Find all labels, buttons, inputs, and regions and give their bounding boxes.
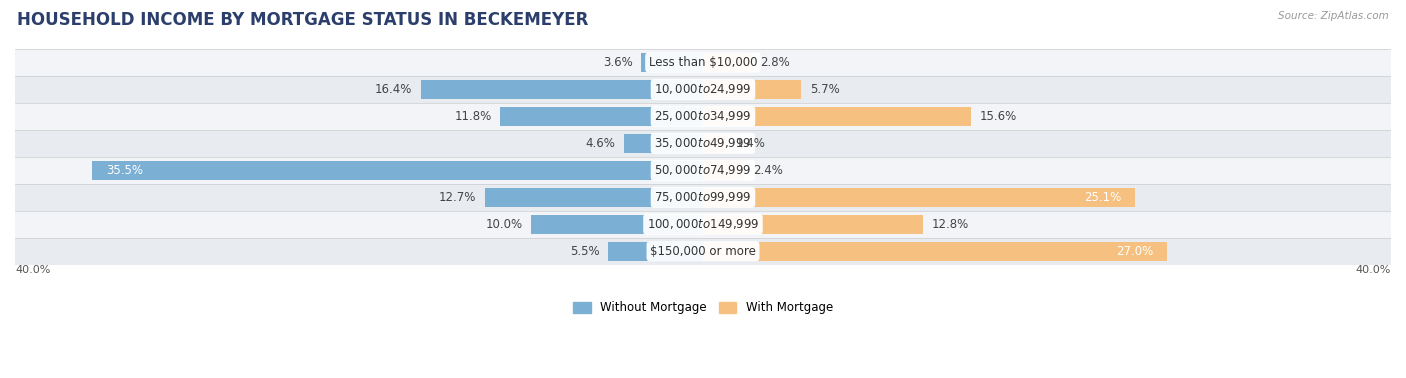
Bar xyxy=(703,80,801,99)
Text: 5.7%: 5.7% xyxy=(810,83,839,96)
Text: 40.0%: 40.0% xyxy=(15,265,51,275)
Text: 16.4%: 16.4% xyxy=(375,83,412,96)
Bar xyxy=(15,49,1391,76)
Text: 1.4%: 1.4% xyxy=(735,137,765,150)
Text: 10.0%: 10.0% xyxy=(485,218,523,231)
Text: 40.0%: 40.0% xyxy=(1355,265,1391,275)
Bar xyxy=(703,187,1135,207)
Text: 4.6%: 4.6% xyxy=(585,137,616,150)
Bar xyxy=(703,53,751,72)
Bar xyxy=(624,134,703,153)
Bar xyxy=(15,76,1391,103)
Text: 25.1%: 25.1% xyxy=(1084,191,1121,204)
Bar xyxy=(420,80,703,99)
Text: 2.8%: 2.8% xyxy=(759,56,790,69)
Bar xyxy=(15,130,1391,157)
Text: $50,000 to $74,999: $50,000 to $74,999 xyxy=(654,163,752,177)
Legend: Without Mortgage, With Mortgage: Without Mortgage, With Mortgage xyxy=(568,297,838,319)
Bar xyxy=(703,134,727,153)
Text: $10,000 to $24,999: $10,000 to $24,999 xyxy=(654,82,752,96)
Text: $75,000 to $99,999: $75,000 to $99,999 xyxy=(654,190,752,204)
Text: 3.6%: 3.6% xyxy=(603,56,633,69)
Text: $35,000 to $49,999: $35,000 to $49,999 xyxy=(654,136,752,150)
Bar xyxy=(501,107,703,126)
Text: 2.4%: 2.4% xyxy=(752,164,783,177)
Bar xyxy=(609,242,703,261)
Text: 5.5%: 5.5% xyxy=(571,245,600,258)
Text: 15.6%: 15.6% xyxy=(980,110,1017,123)
Bar xyxy=(15,184,1391,211)
Bar xyxy=(93,161,703,180)
Text: HOUSEHOLD INCOME BY MORTGAGE STATUS IN BECKEMEYER: HOUSEHOLD INCOME BY MORTGAGE STATUS IN B… xyxy=(17,11,588,29)
Text: 11.8%: 11.8% xyxy=(454,110,492,123)
Bar xyxy=(703,215,924,234)
Bar xyxy=(15,238,1391,265)
Text: 12.8%: 12.8% xyxy=(932,218,969,231)
Text: Less than $10,000: Less than $10,000 xyxy=(648,56,758,69)
Text: $150,000 or more: $150,000 or more xyxy=(650,245,756,258)
Text: $100,000 to $149,999: $100,000 to $149,999 xyxy=(647,217,759,231)
Text: $25,000 to $34,999: $25,000 to $34,999 xyxy=(654,109,752,124)
Bar xyxy=(641,53,703,72)
Bar xyxy=(703,242,1167,261)
Text: Source: ZipAtlas.com: Source: ZipAtlas.com xyxy=(1278,11,1389,21)
Text: 27.0%: 27.0% xyxy=(1116,245,1154,258)
Bar xyxy=(703,107,972,126)
Bar xyxy=(531,215,703,234)
Bar xyxy=(15,211,1391,238)
Text: 35.5%: 35.5% xyxy=(107,164,143,177)
Bar xyxy=(15,103,1391,130)
Bar xyxy=(15,157,1391,184)
Text: 12.7%: 12.7% xyxy=(439,191,477,204)
Bar xyxy=(485,187,703,207)
Bar xyxy=(703,161,744,180)
